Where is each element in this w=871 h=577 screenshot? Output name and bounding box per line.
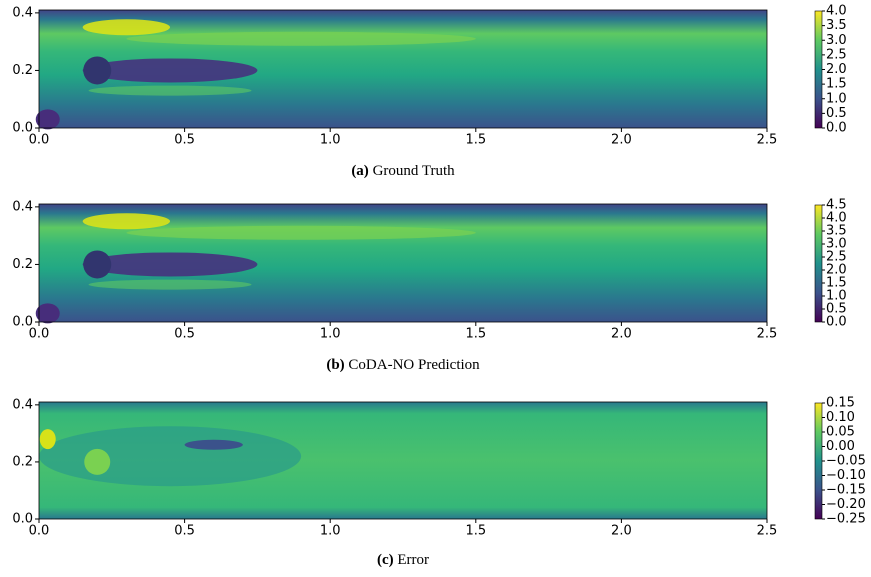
y-tick-label: 0.0 [12,121,33,136]
y-tick-label: 0.4 [12,5,33,20]
colorbar-tick-label: −0.15 [826,483,866,498]
x-tick-label: 2.5 [757,327,778,342]
caption-text: CoDA-NO Prediction [348,357,480,373]
x-tick-label: 0.5 [174,524,195,539]
colorbar-tick-label: 4.0 [826,4,847,19]
caption-label: (c) [377,552,394,568]
wake [82,252,258,277]
shear-layer [126,225,476,240]
cylinder [84,448,111,475]
colorbar-tick-label: 1.0 [826,289,847,304]
colorbar-tick-label: 1.5 [826,77,847,92]
colorbar [814,10,823,129]
y-tick-label: 0.4 [12,199,33,214]
colorbar-tick-label: 3.5 [826,18,847,33]
colorbar-tick-label: 0.00 [826,439,855,454]
colorbar [814,402,823,520]
error-region [184,439,243,450]
colorbar-tick-label: 0.0 [826,121,847,136]
x-tick-label: 0.0 [29,327,50,342]
colorbar-tick-label: 1.0 [826,91,847,106]
y-tick-label: 0.0 [12,315,33,330]
cylinder [83,56,112,85]
panel: 0.0 0.5 1.0 1.5 2.0 2.50.00.20.40.00.51.01.52… [12,198,846,374]
x-tick-label: 2.0 [611,133,632,148]
x-tick-label: 1.5 [465,524,486,539]
x-tick-label: 2.0 [611,524,632,539]
caption: (b) CoDA-NO Prediction [326,357,480,373]
y-tick-label: 0.2 [12,257,33,272]
shear-layer [126,31,476,46]
colorbar-tick-label: 4.5 [826,198,847,213]
corner-low [35,303,60,324]
high-velocity-region [82,19,171,36]
x-tick-label: 2.0 [611,327,632,342]
plot-frame [38,203,768,323]
x-tick-label: 1.5 [465,133,486,148]
x-tick-label: 1.0 [320,524,341,539]
plot-frame [38,401,768,520]
colorbar-tick-label: 2.5 [826,250,847,265]
colorbar-tick-label: 0.10 [826,410,855,425]
colorbar-tick-label: 0.15 [826,396,855,411]
panel: 0.0 0.5 1.0 1.5 2.0 2.50.00.20.40.00.51.01.52… [12,4,846,180]
x-tick-label: 0.5 [174,327,195,342]
cylinder [83,250,112,279]
colorbar-tick-label: −0.20 [826,497,866,512]
colorbar-tick-label: 0.05 [826,425,855,440]
colorbar-tick-label: 0.5 [826,302,847,317]
colorbar-tick-label: −0.25 [826,512,866,527]
wake-edge [88,85,252,96]
colorbar-tick-label: 0.0 [826,315,847,330]
x-tick-label: 1.0 [320,133,341,148]
colorbar-tick-label: 4.0 [826,211,847,226]
colorbar [814,204,823,323]
x-tick-label: 0.0 [29,524,50,539]
colorbar-tick-label: 2.0 [826,62,847,77]
x-tick-label: 1.5 [465,327,486,342]
caption-text: Error [397,552,429,568]
colorbar-tick-label: 0.5 [826,106,847,121]
x-tick-label: 1.0 [320,327,341,342]
colorbar-tick-label: 2.5 [826,47,847,62]
y-tick-label: 0.4 [12,397,33,412]
colorbar-tick-label: −0.10 [826,468,866,483]
caption-label: (b) [326,357,344,373]
high-velocity-region [82,213,171,230]
caption: (a) Ground Truth [351,163,455,179]
colorbar-tick-label: 3.5 [826,224,847,239]
colorbar-tick-label: 3.0 [826,237,847,252]
colorbar-tick-label: −0.05 [826,454,866,469]
wake-edge [88,279,252,290]
colorbar-tick-label: 2.0 [826,263,847,278]
wake [82,58,258,83]
plot-frame [38,9,768,129]
colorbar-tick-label: 3.0 [826,33,847,48]
caption: (c) Error [377,552,429,568]
error-region [39,429,56,450]
x-tick-label: 2.5 [757,133,778,148]
y-tick-label: 0.0 [12,512,33,527]
panel: 0.0 0.5 1.0 1.5 2.0 2.50.00.20.4−0.25−0.20−0.… [12,396,866,569]
x-tick-label: 0.5 [174,133,195,148]
y-tick-label: 0.2 [12,454,33,469]
y-tick-label: 0.2 [12,63,33,78]
x-tick-label: 2.5 [757,524,778,539]
caption-label: (a) [351,163,369,179]
caption-text: Ground Truth [373,163,456,179]
corner-low [35,109,60,130]
error-region [39,426,302,487]
colorbar-tick-label: 1.5 [826,276,847,291]
x-tick-label: 0.0 [29,133,50,148]
